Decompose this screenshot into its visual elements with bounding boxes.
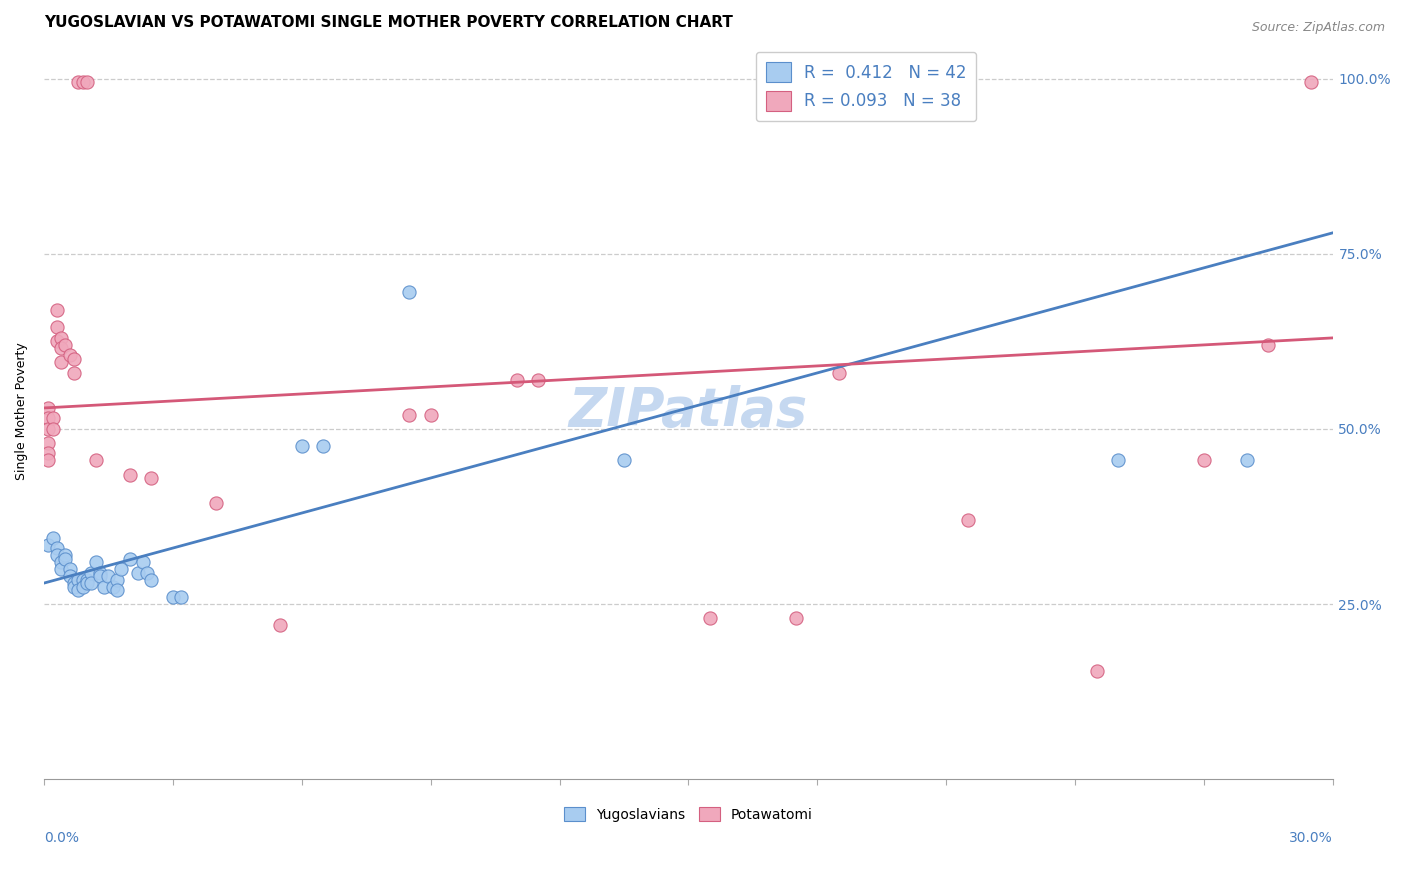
- Point: [1257, 338, 1279, 352]
- Point: [49, 331, 72, 345]
- Point: [37, 422, 59, 436]
- Point: [49, 562, 72, 576]
- Point: [105, 583, 128, 598]
- Point: [127, 566, 149, 580]
- Point: [97, 569, 120, 583]
- Point: [1107, 453, 1129, 467]
- Point: [67, 583, 90, 598]
- Point: [49, 355, 72, 369]
- Point: [45, 334, 67, 349]
- Text: 30.0%: 30.0%: [1289, 830, 1333, 845]
- Point: [67, 573, 90, 587]
- Point: [76, 576, 98, 591]
- Point: [118, 467, 141, 482]
- Point: [291, 440, 314, 454]
- Point: [89, 569, 111, 583]
- Point: [45, 320, 67, 334]
- Point: [93, 580, 115, 594]
- Point: [1236, 453, 1258, 467]
- Point: [398, 408, 420, 422]
- Point: [45, 548, 67, 562]
- Point: [72, 573, 94, 587]
- Point: [37, 411, 59, 425]
- Point: [162, 590, 184, 604]
- Text: ZIPatlas: ZIPatlas: [569, 385, 808, 437]
- Point: [1085, 664, 1108, 678]
- Text: YUGOSLAVIAN VS POTAWATOMI SINGLE MOTHER POVERTY CORRELATION CHART: YUGOSLAVIAN VS POTAWATOMI SINGLE MOTHER …: [44, 15, 733, 30]
- Point: [84, 453, 107, 467]
- Point: [41, 531, 63, 545]
- Y-axis label: Single Mother Poverty: Single Mother Poverty: [15, 343, 28, 480]
- Point: [80, 576, 103, 591]
- Point: [312, 440, 335, 454]
- Point: [141, 573, 163, 587]
- Text: Source: ZipAtlas.com: Source: ZipAtlas.com: [1251, 21, 1385, 35]
- Point: [89, 566, 111, 580]
- Point: [63, 580, 86, 594]
- Point: [785, 611, 807, 625]
- Point: [613, 453, 636, 467]
- Legend: Yugoslavians, Potawatomi: Yugoslavians, Potawatomi: [558, 802, 818, 828]
- Point: [55, 338, 77, 352]
- Point: [76, 573, 98, 587]
- Point: [118, 551, 141, 566]
- Point: [84, 555, 107, 569]
- Point: [37, 446, 59, 460]
- Point: [72, 75, 94, 89]
- Point: [37, 453, 59, 467]
- Point: [49, 342, 72, 356]
- Point: [136, 566, 159, 580]
- Point: [1301, 75, 1323, 89]
- Point: [505, 373, 527, 387]
- Point: [55, 548, 77, 562]
- Point: [45, 302, 67, 317]
- Point: [170, 590, 193, 604]
- Point: [59, 348, 82, 362]
- Point: [419, 408, 441, 422]
- Point: [37, 401, 59, 415]
- Point: [269, 618, 291, 632]
- Point: [76, 75, 98, 89]
- Point: [63, 576, 86, 591]
- Point: [527, 373, 550, 387]
- Point: [204, 495, 226, 509]
- Point: [132, 555, 155, 569]
- Point: [398, 285, 420, 300]
- Point: [1192, 453, 1215, 467]
- Point: [72, 580, 94, 594]
- Point: [956, 513, 979, 527]
- Point: [59, 562, 82, 576]
- Point: [55, 551, 77, 566]
- Point: [828, 366, 851, 380]
- Point: [101, 580, 124, 594]
- Point: [37, 436, 59, 450]
- Point: [110, 562, 132, 576]
- Point: [41, 411, 63, 425]
- Point: [699, 611, 721, 625]
- Point: [67, 75, 90, 89]
- Point: [63, 351, 86, 366]
- Point: [45, 541, 67, 555]
- Point: [80, 566, 103, 580]
- Point: [59, 569, 82, 583]
- Point: [63, 366, 86, 380]
- Point: [105, 573, 128, 587]
- Point: [49, 555, 72, 569]
- Text: 0.0%: 0.0%: [44, 830, 79, 845]
- Point: [141, 471, 163, 485]
- Point: [37, 537, 59, 551]
- Point: [41, 422, 63, 436]
